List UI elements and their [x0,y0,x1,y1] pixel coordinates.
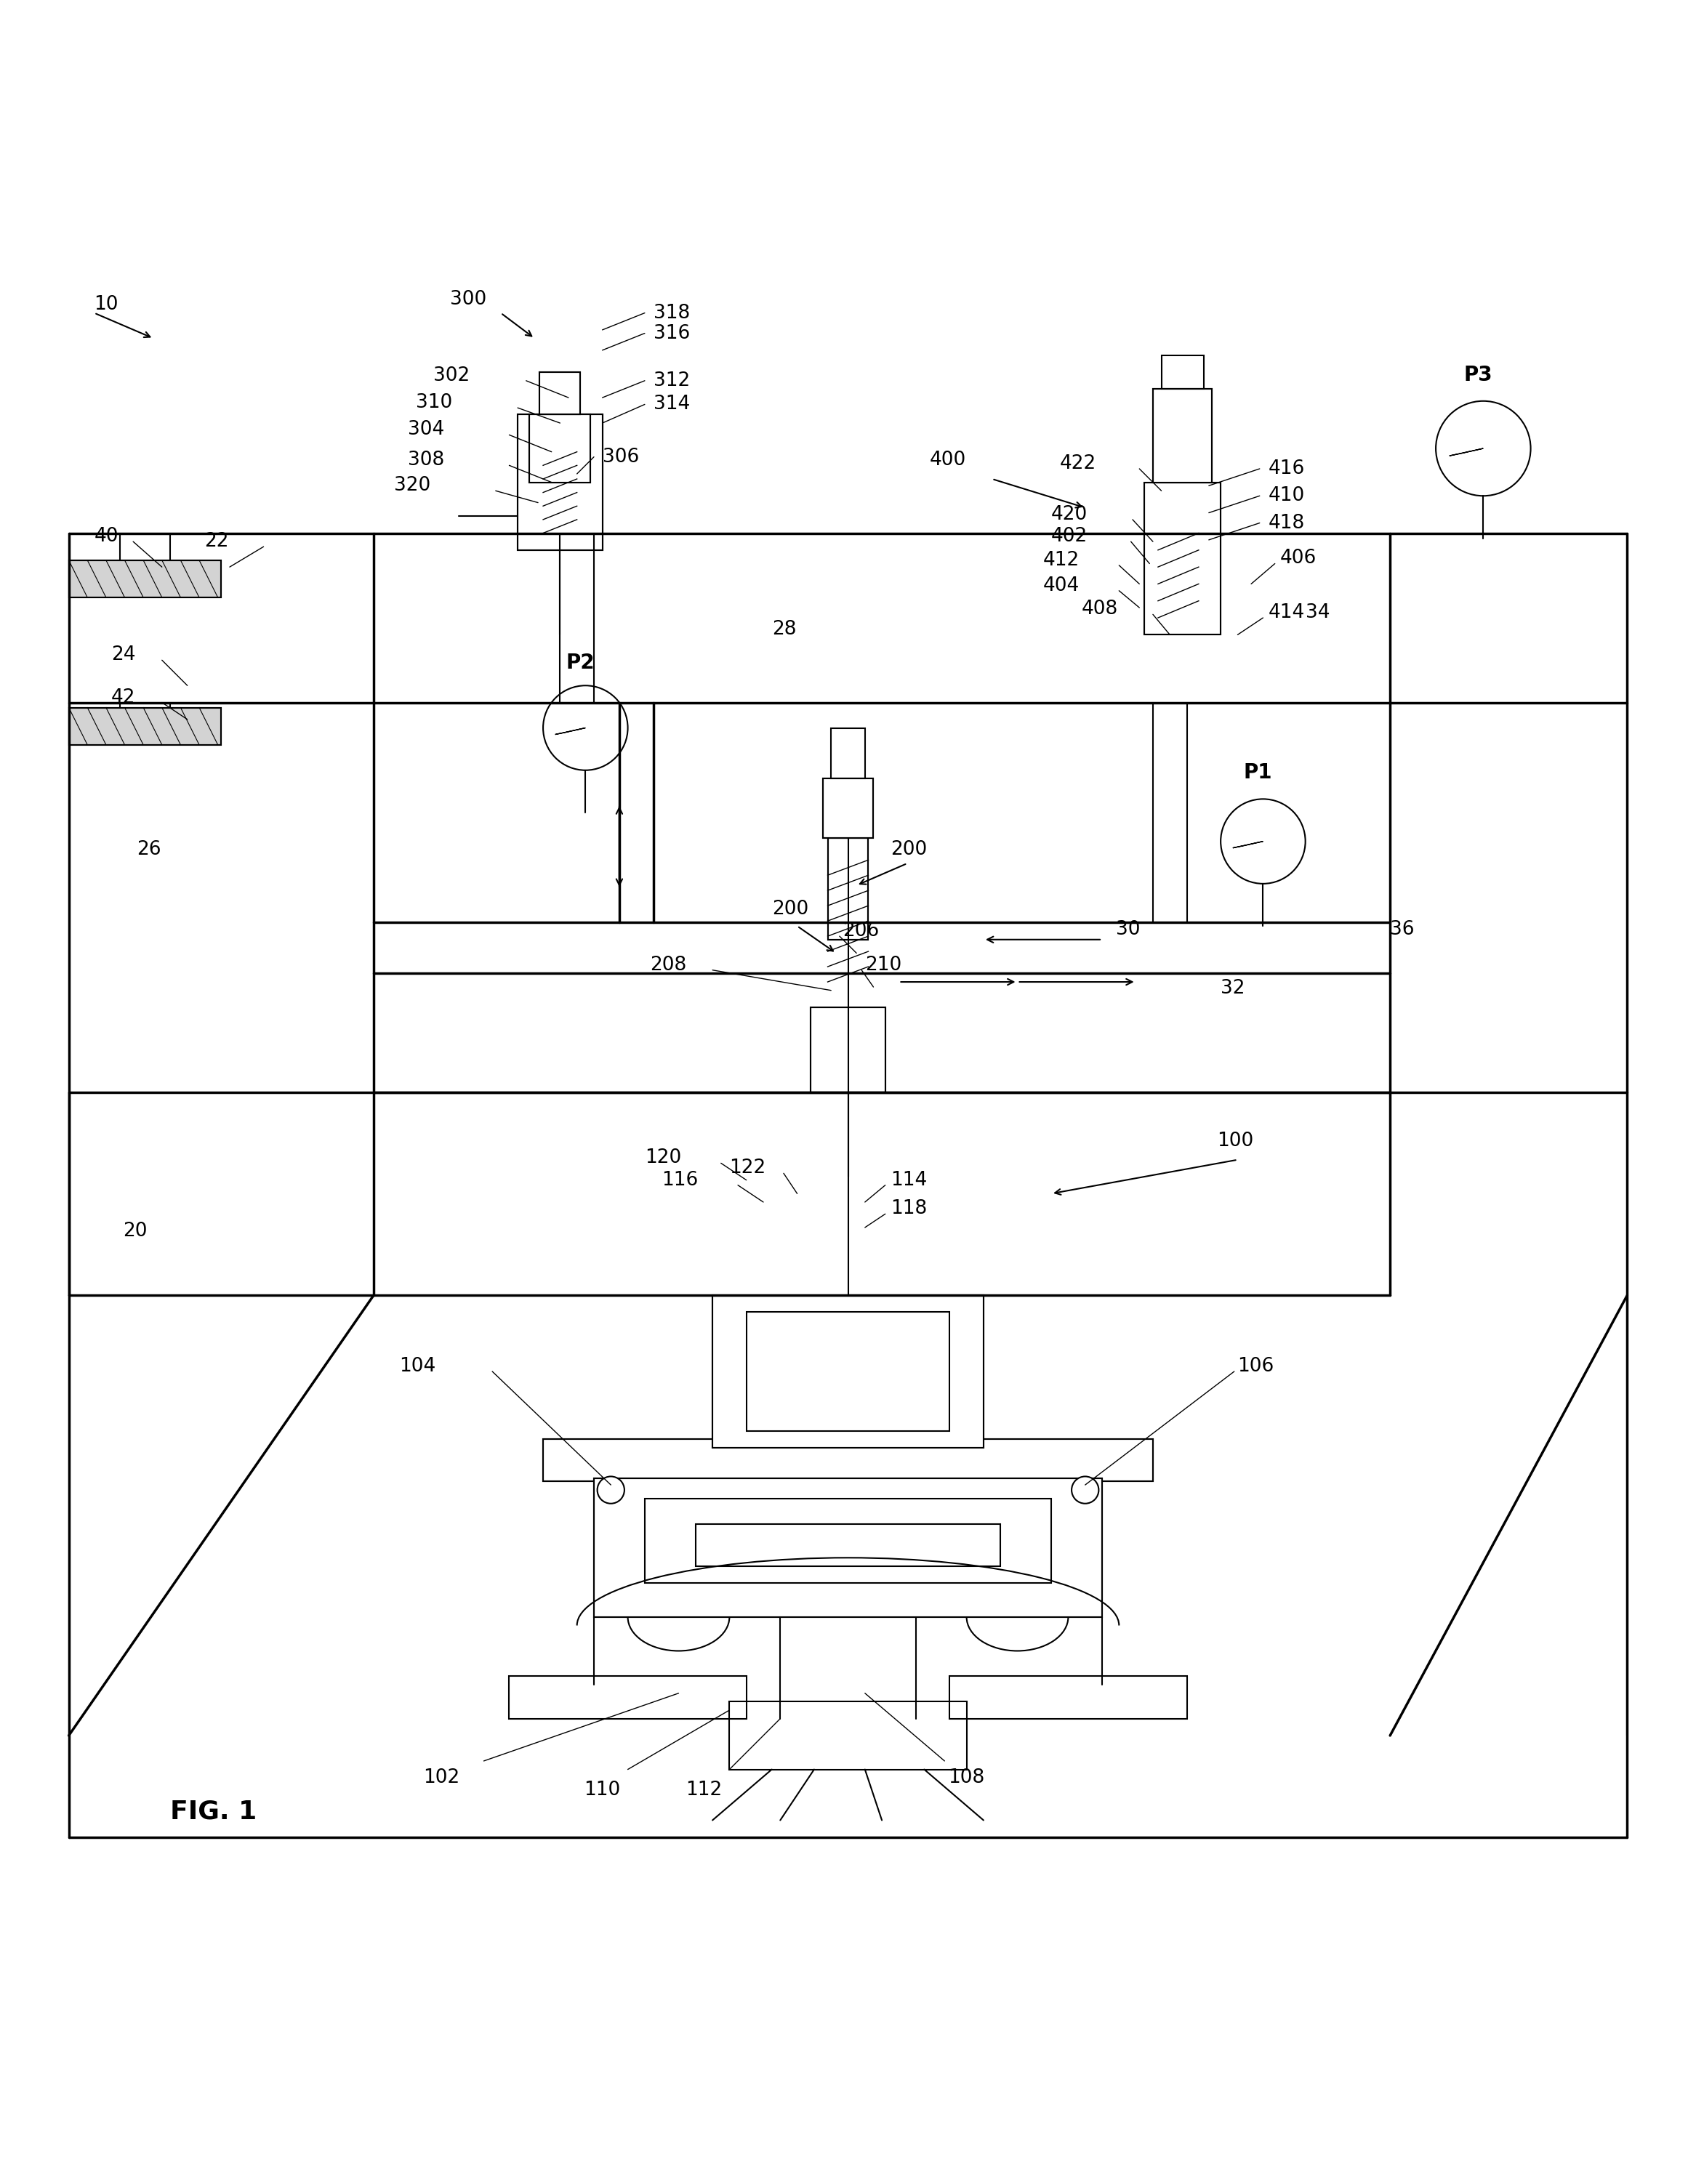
Bar [811,1007,885,1092]
Bar [1153,389,1213,483]
Text: 122: 122 [729,1160,767,1177]
Circle shape [543,686,628,771]
Text: P1: P1 [1243,762,1272,784]
Text: 410: 410 [1269,487,1304,505]
Polygon shape [1233,841,1264,847]
Text: 308: 308 [407,450,444,470]
Bar [828,839,868,939]
Circle shape [597,1476,624,1503]
Text: 42: 42 [112,688,136,708]
Circle shape [1437,402,1531,496]
Text: 320: 320 [393,476,431,496]
Text: 206: 206 [843,922,880,941]
Text: 24: 24 [112,646,136,664]
Text: 22: 22 [204,533,229,550]
Bar [828,839,868,939]
Bar [1145,483,1221,636]
Text: 302: 302 [432,367,470,384]
Text: 208: 208 [650,957,687,974]
Circle shape [1072,1476,1099,1503]
Bar [712,1295,984,1448]
Text: 102: 102 [424,1769,460,1787]
Bar [517,415,602,550]
Text: 406: 406 [1280,548,1316,568]
Bar [529,415,590,483]
Text: 400: 400 [929,450,965,470]
Text: P3: P3 [1464,365,1492,384]
Bar [950,1677,1187,1719]
Text: 304: 304 [407,419,444,439]
Text: 416: 416 [1269,459,1304,478]
Text: 210: 210 [865,957,902,974]
Text: 112: 112 [685,1780,722,1800]
Text: 422: 422 [1060,454,1096,474]
Text: 412: 412 [1043,550,1079,570]
Bar [543,1439,1153,1481]
Bar [831,727,865,780]
Text: 10: 10 [95,295,119,314]
Bar [70,708,220,745]
Text: 100: 100 [1218,1131,1253,1151]
Bar [529,415,590,483]
Bar [539,371,580,415]
Bar [695,1524,1001,1566]
Text: 28: 28 [772,620,795,640]
Bar [70,561,220,598]
Bar [1153,389,1213,483]
Text: 32: 32 [1221,978,1245,998]
Text: 314: 314 [653,395,690,413]
Text: 312: 312 [653,371,690,391]
Text: 418: 418 [1269,513,1304,533]
Text: 36: 36 [1391,919,1414,939]
Circle shape [1221,799,1306,885]
Bar [811,1007,885,1092]
Text: P2: P2 [566,653,595,673]
Text: 414: 414 [1269,603,1304,622]
Text: 114: 114 [890,1171,928,1190]
Text: 310: 310 [416,393,453,413]
Text: 34: 34 [1306,603,1330,622]
Bar [644,1498,1052,1583]
Bar [729,1701,967,1769]
Bar [1145,483,1221,636]
Text: 30: 30 [1116,919,1140,939]
Text: 200: 200 [772,900,809,919]
Polygon shape [1450,448,1484,456]
Text: 200: 200 [890,841,928,858]
Text: 20: 20 [124,1221,148,1241]
Text: 108: 108 [948,1769,985,1787]
Bar [712,1295,984,1448]
Bar [1162,356,1204,389]
Text: 104: 104 [399,1356,436,1376]
Text: 110: 110 [583,1780,621,1800]
Text: FIG. 1: FIG. 1 [170,1800,258,1824]
Text: 106: 106 [1238,1356,1274,1376]
Bar [823,780,873,839]
Bar [543,1439,1153,1481]
Polygon shape [555,727,585,734]
Text: 26: 26 [137,841,161,858]
Text: 118: 118 [890,1199,928,1219]
Text: 404: 404 [1043,577,1079,594]
Bar [594,1479,1102,1616]
Text: 402: 402 [1052,526,1087,546]
Bar [70,708,220,745]
Bar [509,1677,746,1719]
Text: 318: 318 [653,304,690,323]
Text: 316: 316 [653,323,690,343]
Bar [746,1313,950,1431]
Text: 120: 120 [644,1149,682,1168]
Bar [517,415,602,550]
Text: 420: 420 [1052,505,1087,524]
Bar [823,780,873,839]
Text: 40: 40 [95,526,119,546]
Bar [594,1479,1102,1616]
Bar [539,371,580,415]
Text: 116: 116 [661,1171,699,1190]
Text: 408: 408 [1082,601,1118,618]
Text: 300: 300 [449,290,487,308]
Text: 306: 306 [602,448,639,467]
Bar [70,561,220,598]
